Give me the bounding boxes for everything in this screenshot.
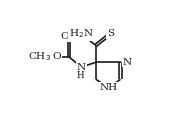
Text: H$_2$N: H$_2$N [69,27,94,40]
Text: OH: OH [60,32,78,41]
Text: CH$_3$: CH$_3$ [28,50,51,63]
Text: H: H [77,71,85,80]
Text: S: S [107,29,114,38]
Text: N: N [122,58,131,67]
Text: N: N [77,63,86,72]
Text: O: O [52,52,61,61]
Text: NH: NH [100,83,118,92]
